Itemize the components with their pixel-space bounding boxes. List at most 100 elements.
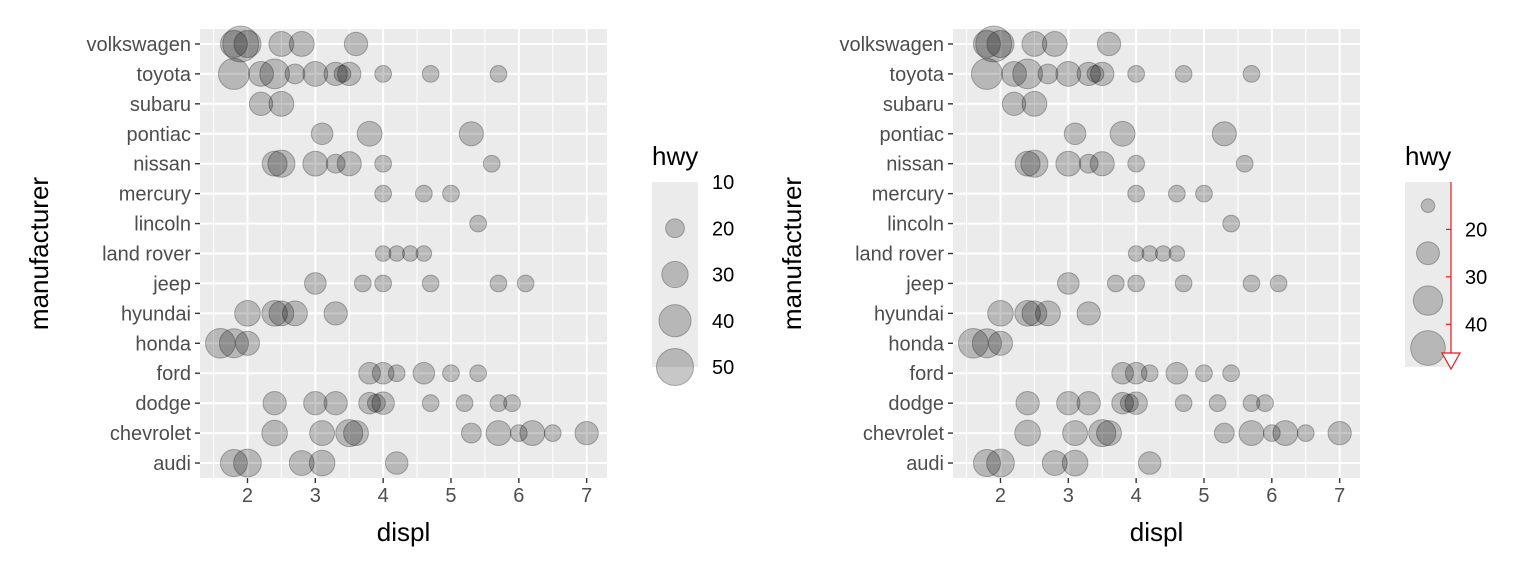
data-point xyxy=(1141,245,1159,262)
x-tick-label: 2 xyxy=(242,485,253,507)
data-point xyxy=(325,153,346,174)
data-point xyxy=(261,300,288,327)
data-point xyxy=(267,149,296,178)
data-point xyxy=(1174,274,1193,293)
data-point xyxy=(388,245,406,262)
data-point xyxy=(1111,391,1134,415)
data-point xyxy=(503,394,521,413)
data-point xyxy=(1242,274,1261,293)
data-point xyxy=(1062,420,1089,447)
x-tick-label: 6 xyxy=(1266,485,1277,507)
data-point xyxy=(288,450,315,476)
legend-title: hwy xyxy=(1405,141,1451,171)
x-axis-title: displ xyxy=(377,517,430,547)
data-point xyxy=(442,364,460,383)
data-point xyxy=(261,419,288,447)
x-axis-title: displ xyxy=(1130,517,1183,547)
data-point xyxy=(485,420,512,447)
x-tick-label: 4 xyxy=(378,485,389,507)
data-point xyxy=(374,245,392,262)
data-point xyxy=(268,31,295,57)
data-point xyxy=(261,150,288,177)
data-point xyxy=(335,419,364,448)
y-tick-label: volkswagen xyxy=(839,34,944,56)
data-point xyxy=(302,60,329,87)
data-point xyxy=(509,424,528,442)
data-point xyxy=(204,327,236,359)
data-point xyxy=(248,60,274,87)
y-tick-label: hyundai xyxy=(121,303,191,325)
data-point xyxy=(1208,394,1227,413)
data-point xyxy=(343,420,369,447)
y-tick-label: honda xyxy=(888,333,944,355)
data-point xyxy=(1063,122,1087,146)
legend-label: 10 xyxy=(712,172,734,194)
data-point xyxy=(371,361,395,385)
data-point xyxy=(412,361,436,385)
data-point xyxy=(1096,31,1122,57)
data-point xyxy=(303,391,328,416)
data-point xyxy=(1001,91,1027,116)
data-point xyxy=(1127,184,1146,203)
data-point xyxy=(1167,184,1186,203)
data-point xyxy=(1021,31,1048,57)
data-point xyxy=(1140,364,1159,383)
y-tick-label: toyota xyxy=(137,64,192,86)
data-point xyxy=(401,245,419,262)
y-tick-label: hyundai xyxy=(874,303,944,325)
y-tick-label: land rover xyxy=(102,244,191,266)
y-tick-label: volkswagen xyxy=(86,34,191,56)
y-tick-label: chevrolet xyxy=(863,423,945,445)
data-point xyxy=(1088,419,1117,448)
data-point xyxy=(1242,394,1261,413)
data-point xyxy=(353,274,372,293)
data-point xyxy=(234,300,261,327)
data-point xyxy=(1076,61,1101,87)
data-point xyxy=(574,420,599,446)
data-point xyxy=(1076,391,1101,416)
data-point xyxy=(219,449,248,478)
data-point xyxy=(1165,361,1189,385)
legend-size-key xyxy=(655,347,695,387)
data-point xyxy=(469,364,487,383)
data-point xyxy=(343,31,369,57)
x-tick-label: 2 xyxy=(995,485,1006,507)
data-point xyxy=(1174,65,1193,83)
legend-size-key xyxy=(658,304,692,338)
legend-title: hwy xyxy=(652,141,698,171)
data-point xyxy=(366,393,386,413)
data-point xyxy=(1055,60,1082,87)
data-point xyxy=(284,63,306,85)
data-point xyxy=(1124,361,1148,385)
y-tick-label: lincoln xyxy=(134,214,191,236)
legend-key-background xyxy=(1405,182,1451,367)
legend: hwy 20 30 40 xyxy=(1405,141,1487,371)
y-axis-title: manufacturer xyxy=(24,177,54,331)
data-point xyxy=(333,65,352,83)
data-point xyxy=(1012,58,1043,90)
data-point xyxy=(336,151,362,177)
legend-bar-arrow xyxy=(1440,352,1462,371)
data-point xyxy=(233,29,262,58)
data-point xyxy=(1137,451,1162,475)
data-point xyxy=(303,272,327,295)
y-tick-label: pontiac xyxy=(127,124,192,146)
data-point xyxy=(414,184,433,203)
data-point xyxy=(469,214,487,233)
data-point xyxy=(1041,31,1068,57)
legend-size-key xyxy=(665,218,685,239)
x-tick-label: 5 xyxy=(445,485,456,507)
data-point xyxy=(1090,61,1115,87)
data-point xyxy=(1021,90,1048,117)
data-point xyxy=(1015,391,1040,416)
data-point xyxy=(972,449,1001,478)
data-point xyxy=(1078,153,1099,174)
data-point xyxy=(308,449,336,477)
x-tick-label: 5 xyxy=(1198,485,1209,507)
data-point xyxy=(310,122,334,146)
data-point xyxy=(1168,245,1186,262)
data-point xyxy=(1014,150,1041,177)
y-tick-label: mercury xyxy=(872,184,944,206)
legend-size-key xyxy=(661,260,689,289)
